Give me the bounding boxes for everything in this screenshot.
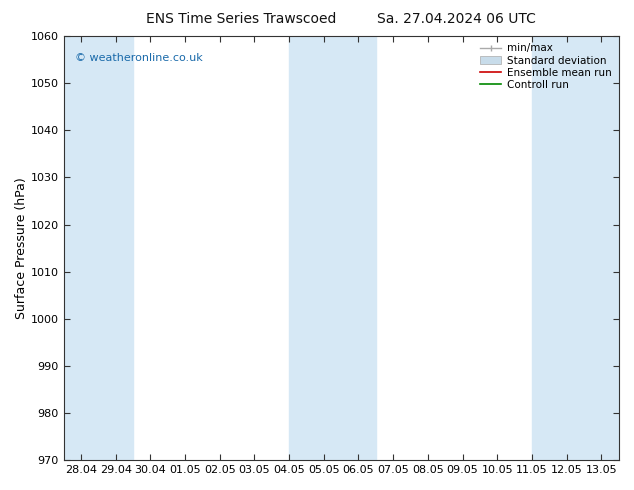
Bar xyxy=(532,36,619,460)
Text: ENS Time Series Trawscoed: ENS Time Series Trawscoed xyxy=(146,12,336,26)
Bar xyxy=(64,36,133,460)
Bar xyxy=(289,36,376,460)
Legend: min/max, Standard deviation, Ensemble mean run, Controll run: min/max, Standard deviation, Ensemble me… xyxy=(479,41,613,92)
Text: © weatheronline.co.uk: © weatheronline.co.uk xyxy=(75,53,203,63)
Text: Sa. 27.04.2024 06 UTC: Sa. 27.04.2024 06 UTC xyxy=(377,12,536,26)
Y-axis label: Surface Pressure (hPa): Surface Pressure (hPa) xyxy=(15,177,28,319)
